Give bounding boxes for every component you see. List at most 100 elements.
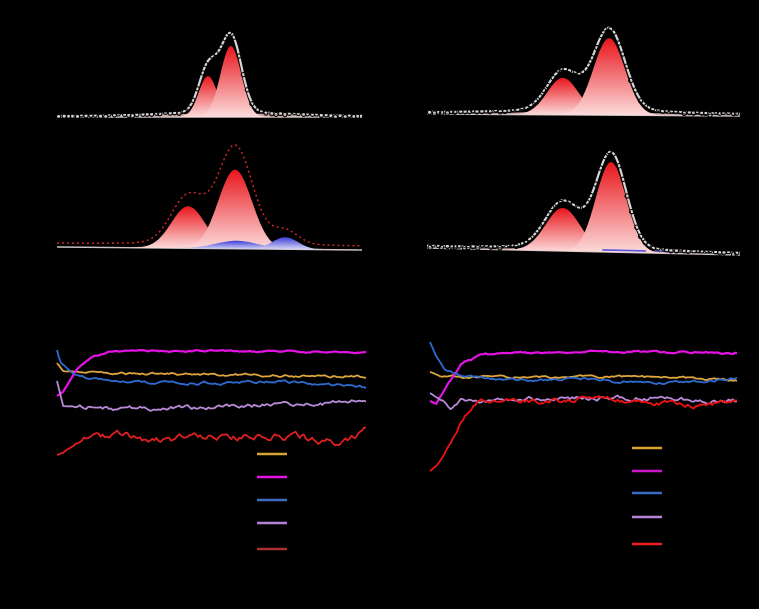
series-magenta-line <box>56 348 367 397</box>
data-point-marker <box>461 245 468 251</box>
data-point-marker <box>588 193 594 199</box>
data-point-marker <box>356 244 362 250</box>
data-point-marker <box>606 148 612 155</box>
series-blue-line <box>56 349 367 389</box>
data-point-marker <box>594 45 600 51</box>
data-point-marker <box>181 108 187 114</box>
data-point-marker <box>562 198 568 204</box>
data-point-marker <box>321 243 327 249</box>
data-point-marker <box>236 145 242 151</box>
data-point-marker <box>519 104 525 111</box>
data-point-marker <box>176 110 182 116</box>
data-point-marker <box>602 153 608 160</box>
data-point-marker <box>598 32 605 39</box>
data-point-marker <box>506 241 512 248</box>
spectrum-top-left <box>55 29 362 120</box>
data-point-marker <box>426 109 433 116</box>
data-point-marker <box>641 100 647 106</box>
data-point-marker <box>126 112 132 118</box>
data-point-marker <box>194 86 200 92</box>
data-point-marker <box>550 75 556 81</box>
fit-peak-red <box>176 169 296 250</box>
data-point-marker <box>585 62 592 68</box>
data-point-marker <box>589 55 595 61</box>
data-point-marker <box>716 110 723 116</box>
fit-peak-red <box>195 46 269 117</box>
data-point-marker <box>528 101 534 108</box>
fit-peak-red <box>177 76 239 117</box>
data-point-marker <box>483 242 490 248</box>
data-point-marker <box>148 111 155 117</box>
data-point-marker <box>720 109 726 116</box>
data-point-marker <box>311 240 317 245</box>
data-point-marker <box>699 110 705 116</box>
legend-right <box>632 446 662 546</box>
data-point-marker <box>479 242 486 248</box>
data-point-marker <box>663 107 670 113</box>
data-point-marker <box>601 26 608 32</box>
component-line-blue <box>602 249 647 252</box>
data-point-marker <box>681 247 688 254</box>
data-point-marker <box>438 110 445 116</box>
data-point-marker <box>301 238 307 243</box>
data-point-marker <box>122 241 128 247</box>
data-point-marker <box>190 97 196 103</box>
data-point-marker <box>244 87 251 93</box>
data-point-marker <box>470 243 476 250</box>
data-point-marker <box>579 68 586 75</box>
data-point-marker <box>430 242 436 248</box>
data-point-marker <box>545 82 551 89</box>
series-gold-line <box>56 362 367 379</box>
data-point-marker <box>707 112 713 118</box>
data-point-marker <box>306 239 312 245</box>
data-point-marker <box>672 108 679 114</box>
data-point-marker <box>540 220 546 227</box>
data-point-marker <box>634 224 640 230</box>
data-point-marker <box>637 233 644 240</box>
data-point-marker <box>203 61 209 68</box>
data-point-marker <box>351 113 357 120</box>
data-point-marker <box>566 67 573 74</box>
data-point-marker <box>491 243 498 250</box>
data-point-marker <box>226 29 232 36</box>
data-point-marker <box>668 247 674 254</box>
data-point-marker <box>628 208 635 215</box>
data-point-marker <box>202 191 208 196</box>
data-point-marker <box>725 248 732 255</box>
spectrum-mid-right <box>426 148 741 257</box>
data-point-marker <box>540 87 547 93</box>
data-point-marker <box>597 165 604 171</box>
data-point-marker <box>282 111 288 118</box>
data-point-marker <box>171 207 177 213</box>
data-point-marker <box>134 111 140 118</box>
series-purple-line <box>429 392 738 411</box>
data-point-marker <box>131 239 137 245</box>
data-point-marker <box>655 245 661 251</box>
data-point-marker <box>506 107 513 114</box>
data-point-marker <box>526 235 533 242</box>
data-point-marker <box>249 101 255 107</box>
data-point-marker <box>213 50 219 57</box>
series-red-line <box>56 426 366 456</box>
data-point-marker <box>497 244 503 251</box>
fit-peak-red <box>505 208 621 253</box>
data-point-marker <box>475 244 481 251</box>
series-purple-line <box>56 380 367 412</box>
data-point-marker <box>97 113 104 119</box>
series-red-line <box>429 395 737 472</box>
data-point-marker <box>523 239 529 246</box>
data-point-marker <box>227 145 233 151</box>
data-point-marker <box>258 108 264 114</box>
data-point-marker <box>549 204 555 211</box>
data-point-marker <box>332 114 339 120</box>
data-point-marker <box>236 53 242 59</box>
data-point-marker <box>231 34 237 40</box>
data-point-marker <box>465 244 471 251</box>
data-point-marker <box>81 240 87 246</box>
data-point-marker <box>487 108 493 115</box>
fit-peak-red <box>558 162 666 254</box>
data-point-marker <box>575 205 582 211</box>
timeseries-left <box>56 348 367 456</box>
